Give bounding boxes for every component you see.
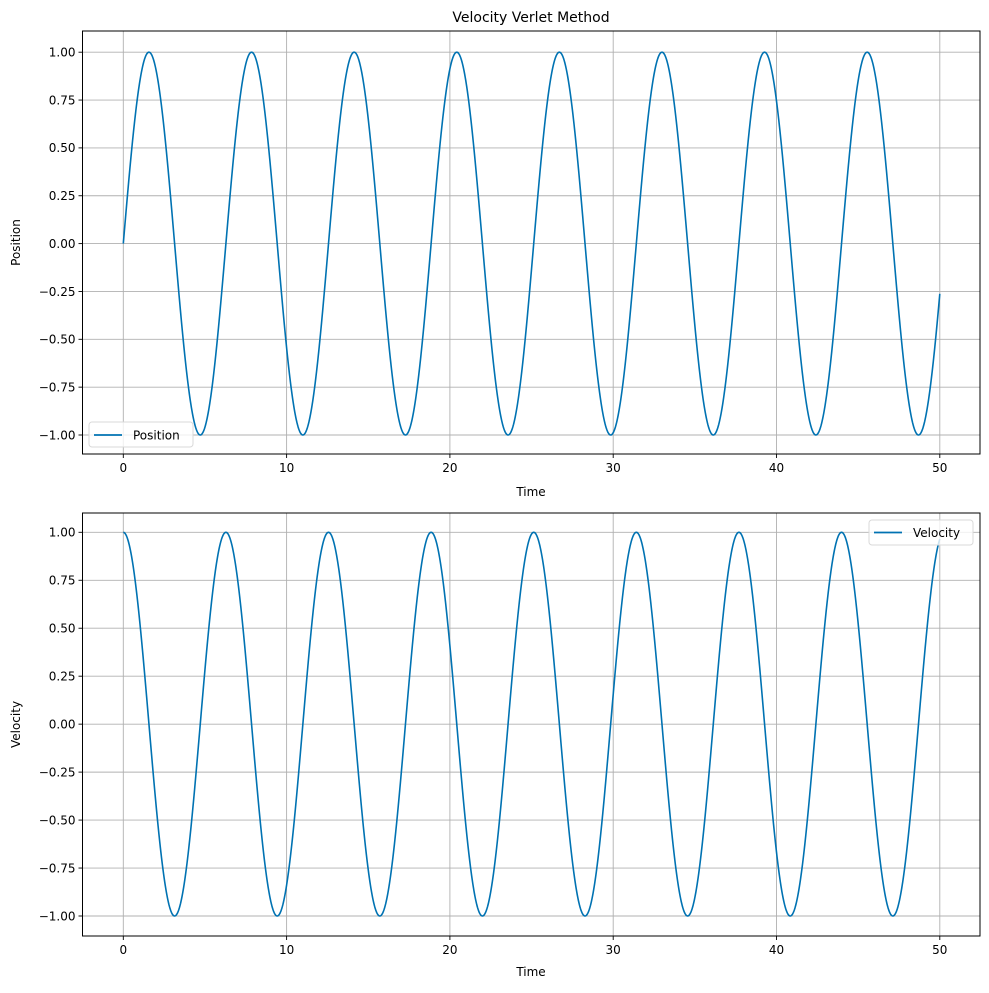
y-tick-label: 0.00 [49, 717, 76, 731]
y-tick-label: −0.25 [39, 285, 76, 299]
position-subplot: 0 10 20 30 40 50 1.00 0.75 0.50 0.25 0.00 −0.25 −0.5… [9, 30, 981, 499]
velocity-subplot: 0 10 20 30 40 50 1.00 0.75 0.50 0.25 0.00 −0.25 −0.5… [9, 512, 981, 979]
velocity-legend[interactable]: Velocity [868, 519, 974, 546]
position-axis-ticks: 0 10 20 30 40 50 1.00 0.75 0.50 0.25 0.00 −0.25 −0.5… [39, 46, 948, 476]
position-axes-frame [82, 30, 981, 455]
y-tick-label: 1.00 [49, 46, 76, 60]
y-tick-label: −0.25 [39, 765, 76, 779]
y-tick-label: 0.00 [49, 237, 76, 251]
x-tick-label: 40 [769, 943, 784, 957]
x-tick-label: 20 [442, 461, 457, 475]
position-grid [82, 31, 980, 454]
y-tick-label: 0.50 [49, 141, 76, 155]
y-tick-label: 1.00 [49, 526, 76, 540]
y-tick-label: −0.75 [39, 380, 76, 394]
x-tick-label: 0 [119, 943, 127, 957]
x-tick-label: 40 [769, 461, 784, 475]
y-tick-label: −0.75 [39, 861, 76, 875]
velocity-xlabel: Time [515, 965, 545, 979]
y-tick-label: 0.25 [49, 189, 76, 203]
velocity-axes-frame [82, 512, 981, 937]
velocity-grid [82, 513, 980, 936]
y-tick-label: 0.75 [49, 574, 76, 588]
x-tick-label: 10 [279, 943, 294, 957]
x-tick-label: 20 [442, 943, 457, 957]
position-xlabel: Time [515, 485, 545, 499]
x-tick-label: 30 [606, 461, 621, 475]
chart-title: Velocity Verlet Method [452, 10, 609, 26]
y-tick-label: 0.75 [49, 93, 76, 107]
position-ylabel: Position [9, 219, 23, 266]
x-tick-label: 30 [606, 943, 621, 957]
velocity-ylabel: Velocity [9, 701, 23, 748]
position-line [122, 51, 941, 436]
x-tick-label: 50 [932, 943, 947, 957]
x-tick-label: 50 [932, 461, 947, 475]
velocity-line [123, 531, 941, 917]
y-tick-label: −0.50 [39, 813, 76, 827]
y-tick-label: 0.50 [49, 622, 76, 636]
velocity-axis-ticks: 0 10 20 30 40 50 1.00 0.75 0.50 0.25 0.00 −0.25 −0.5… [39, 526, 948, 957]
y-tick-label: 0.25 [49, 669, 76, 683]
y-tick-label: −0.50 [39, 333, 76, 347]
position-legend[interactable]: Position [88, 421, 194, 448]
x-tick-label: 0 [119, 461, 127, 475]
x-tick-label: 10 [279, 461, 294, 475]
y-tick-label: −1.00 [39, 428, 76, 442]
velocity-legend-label: Velocity [913, 526, 960, 540]
position-legend-label: Position [133, 429, 180, 443]
y-tick-label: −1.00 [39, 909, 76, 923]
